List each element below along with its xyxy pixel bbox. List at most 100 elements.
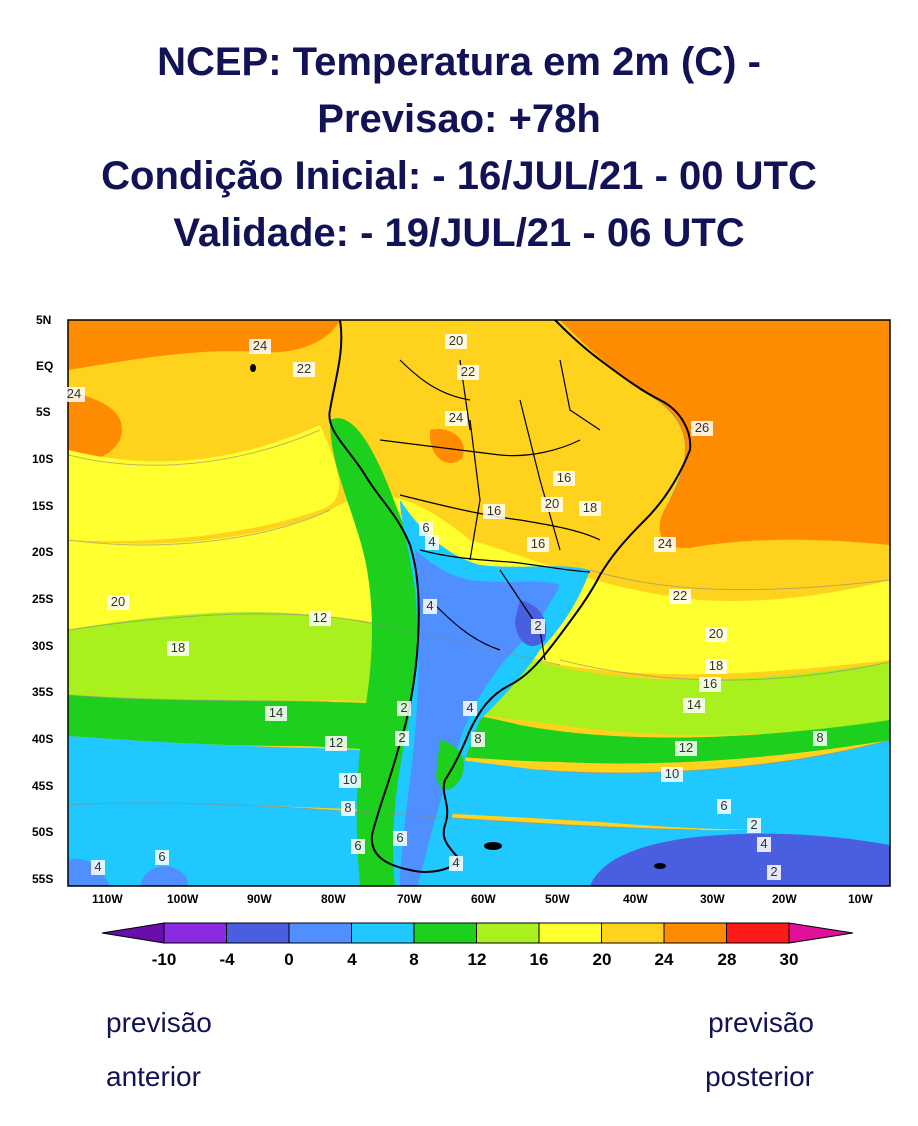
contour-label: 2 <box>398 730 405 745</box>
lat-label: 30S <box>32 639 53 653</box>
lat-label: 5S <box>36 405 51 419</box>
lon-label: 10W <box>848 892 873 906</box>
contour-label-bg <box>107 595 129 610</box>
lat-label: 15S <box>32 499 53 513</box>
contour-label: 20 <box>545 496 559 511</box>
contour-label: 24 <box>253 338 267 353</box>
contour-label: 6 <box>354 838 361 853</box>
lon-label: 80W <box>321 892 346 906</box>
lat-label: 20S <box>32 545 53 559</box>
contour-label: 4 <box>466 700 473 715</box>
next-forecast-line-1: previsão <box>708 1007 814 1038</box>
contour-label-bg <box>351 839 365 854</box>
contour-label: 24 <box>67 386 81 401</box>
contour-label-bg <box>339 773 361 788</box>
lat-label: 35S <box>32 685 53 699</box>
contour-label: 20 <box>449 333 463 348</box>
colorbar-label: 0 <box>284 950 293 969</box>
contour-label: 16 <box>487 503 501 518</box>
lon-label: 110W <box>92 892 123 906</box>
contour-label: 22 <box>461 364 475 379</box>
temperature-field <box>68 320 890 886</box>
colorbar-segment <box>413 922 477 944</box>
contour-label: 10 <box>343 772 357 787</box>
longitude-axis: 110W 100W 90W 80W 70W 60W 50W 40W 30W 20… <box>92 892 873 906</box>
contour-label-bg <box>683 698 705 713</box>
contour-label: 2 <box>534 618 541 633</box>
contour-label: 8 <box>474 731 481 746</box>
contour-label-bg <box>675 741 697 756</box>
contour-label: 4 <box>760 836 767 851</box>
contour-label: 6 <box>720 798 727 813</box>
colorbar-label: -4 <box>219 950 235 969</box>
map-svg: 5N EQ 5S 10S 15S 20S 25S 30S 35S 40S 45S… <box>32 313 891 969</box>
previous-forecast-line-1: previsão <box>106 1007 212 1038</box>
lat-label: 50S <box>32 825 53 839</box>
contour-label: 10 <box>665 766 679 781</box>
contour-label-bg <box>395 731 409 746</box>
contour-label: 20 <box>709 626 723 641</box>
contour-label-bg <box>155 850 169 865</box>
colorbar-segment <box>163 922 227 944</box>
contour-label-bg <box>717 799 731 814</box>
lat-label: 25S <box>32 592 53 606</box>
contour-label: 2 <box>400 700 407 715</box>
colorbar-arrow-high <box>788 922 854 944</box>
latitude-axis: 5N EQ 5S 10S 15S 20S 25S 30S 35S 40S 45S… <box>32 313 53 886</box>
contour-label-bg <box>767 865 781 880</box>
contour-label: 6 <box>396 830 403 845</box>
contour-label-bg <box>445 334 467 349</box>
lat-label: 5N <box>36 313 51 327</box>
lat-label: 40S <box>32 732 53 746</box>
contour-label-bg <box>265 706 287 721</box>
contour-label: 2 <box>770 864 777 879</box>
contour-label-bg <box>483 504 505 519</box>
colorbar-label: 24 <box>655 950 674 969</box>
colorbar-label: 4 <box>347 950 357 969</box>
title-line-2: Previsao: +78h <box>317 97 601 141</box>
colorbar-segment <box>226 922 290 944</box>
colorbar-segment <box>538 922 602 944</box>
colorbar-arrow-low <box>101 922 165 944</box>
contour-label: 12 <box>679 740 693 755</box>
contour-label-bg <box>325 736 347 751</box>
contour-label-bg <box>457 365 479 380</box>
contour-label-bg <box>691 421 713 436</box>
next-forecast-link[interactable]: previsão posterior <box>678 996 814 1104</box>
contour-label: 4 <box>426 598 433 613</box>
lon-label: 50W <box>545 892 570 906</box>
contour-label-bg <box>757 837 771 852</box>
contour-label: 16 <box>703 676 717 691</box>
contour-label-bg <box>541 497 563 512</box>
contour-label: 4 <box>428 534 435 549</box>
contour-label: 24 <box>658 536 672 551</box>
contour-label-bg <box>423 599 437 614</box>
contour-label-bg <box>425 535 439 550</box>
contour-label: 16 <box>531 536 545 551</box>
colorbar-labels: -10 -4 0 4 8 12 16 20 24 28 30 <box>152 950 799 969</box>
contour-label-bg <box>553 471 575 486</box>
contour-label: 22 <box>297 361 311 376</box>
contour-label-bg <box>449 856 463 871</box>
lat-label: 45S <box>32 779 53 793</box>
contour-label: 4 <box>452 855 459 870</box>
contour-label: 6 <box>422 520 429 535</box>
colorbar-segment <box>288 922 352 944</box>
contour-label: 8 <box>816 730 823 745</box>
previous-forecast-line-2: anterior <box>106 1061 201 1092</box>
contour-label-bg <box>813 731 827 746</box>
previous-forecast-link[interactable]: previsão anterior <box>106 996 212 1104</box>
contour-label: 12 <box>329 735 343 750</box>
contour-label-bg <box>531 619 545 634</box>
title-line-3: Condição Inicial: - 16/JUL/21 - 00 UTC <box>101 154 817 198</box>
colorbar-label: 20 <box>593 950 612 969</box>
colorbar-label: 28 <box>718 950 737 969</box>
contour-label-bg <box>445 411 467 426</box>
contour-label-bg <box>661 767 683 782</box>
contour-label-bg <box>463 701 477 716</box>
contour-label-bg <box>91 860 105 875</box>
contour-label-bg <box>419 521 433 536</box>
colorbar <box>101 922 854 944</box>
lon-label: 60W <box>471 892 496 906</box>
